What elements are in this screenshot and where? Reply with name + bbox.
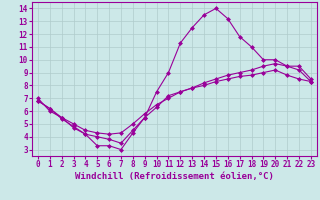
X-axis label: Windchill (Refroidissement éolien,°C): Windchill (Refroidissement éolien,°C) — [75, 172, 274, 181]
